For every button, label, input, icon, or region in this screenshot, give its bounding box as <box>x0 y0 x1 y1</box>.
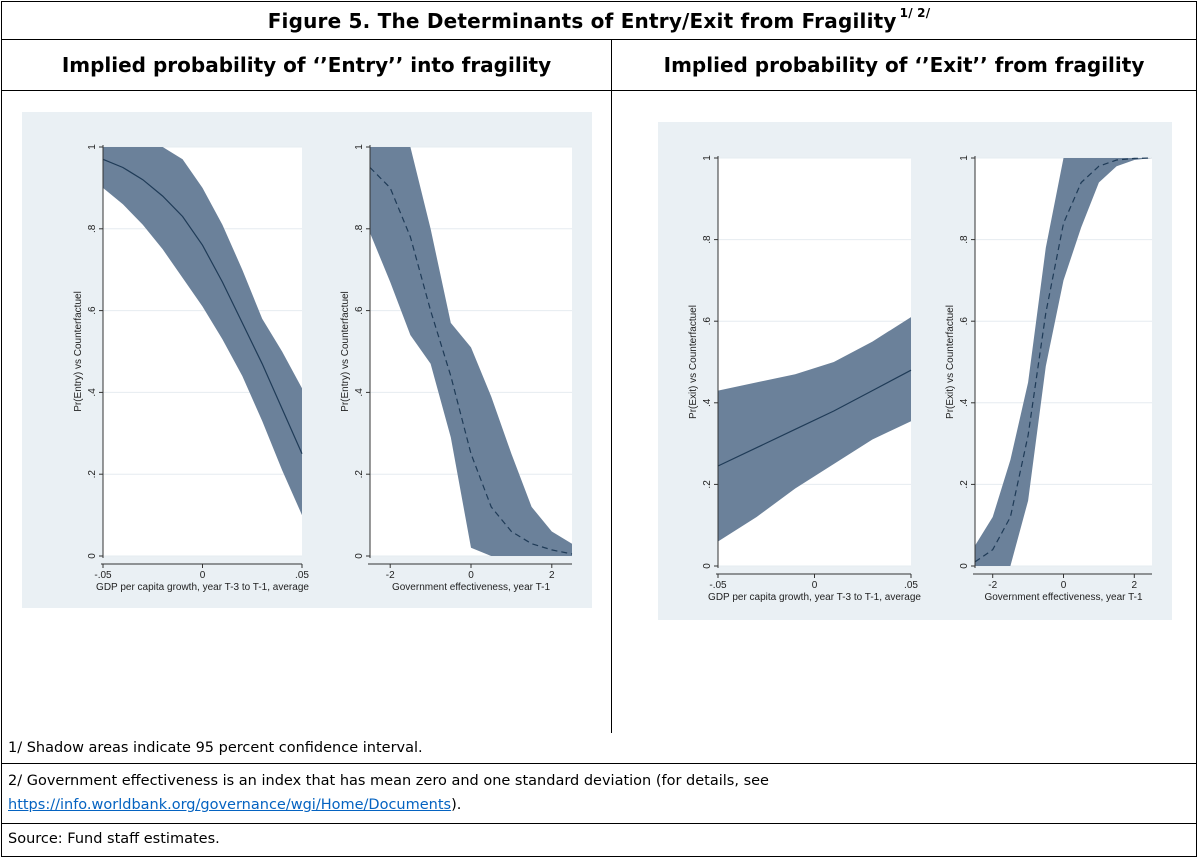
entry-panel: 0 .2 .4 .6 .8 1 -.05 0 .05 GDP per capita growth,… <box>2 91 612 733</box>
y-tick-label: .6 <box>702 317 713 326</box>
x-tick-label: 0 <box>1061 580 1067 591</box>
y-tick-label: 0 <box>354 553 365 559</box>
y-axis-title: Pr(Entry) vs Counterfactuel <box>73 291 84 412</box>
x-tick-label: -2 <box>988 580 997 591</box>
y-tick-label: .6 <box>87 306 98 315</box>
y-tick-label: .4 <box>702 398 713 407</box>
estimate-line <box>717 369 912 467</box>
y-tick-label: .4 <box>354 388 365 397</box>
footnote-2-text: 2/ Government effectiveness is an index … <box>8 773 769 789</box>
y-tick-label: .2 <box>354 470 365 479</box>
x-tick-label: 2 <box>549 570 555 581</box>
y-tick-label: .6 <box>959 317 970 326</box>
y-tick-label: .2 <box>959 480 970 489</box>
y-axis-title: Pr(Exit) vs Counterfactuel <box>945 305 956 419</box>
x-axis-title: Government effectiveness, year T-1 <box>392 582 550 593</box>
footnotes: 1/ Shadow areas indicate 95 percent conf… <box>2 733 1196 855</box>
y-tick-label: .6 <box>354 306 365 315</box>
source-note: Source: Fund staff estimates. <box>8 831 220 847</box>
y-tick-label: .2 <box>87 470 98 479</box>
x-tick-label: -.05 <box>94 570 112 581</box>
y-axis-title: Pr(Entry) vs Counterfactuel <box>340 291 351 412</box>
x-tick-label: -.05 <box>709 580 727 591</box>
x-axis-title: Government effectiveness, year T-1 <box>984 592 1142 603</box>
y-tick-label: .8 <box>87 224 98 233</box>
y-tick-label: 0 <box>702 563 713 569</box>
exit-panel: 0 .2 .4 .6 .8 1 -.05 0 .05 GDP per capita growth,… <box>612 91 1196 733</box>
y-tick-label: .4 <box>87 388 98 397</box>
y-tick-label: 0 <box>959 563 970 569</box>
x-tick-label: 0 <box>200 570 206 581</box>
confidence-band <box>370 147 572 556</box>
worldbank-wgi-link[interactable]: https://info.worldbank.org/governance/wg… <box>8 797 452 813</box>
confidence-band <box>718 317 911 542</box>
y-tick-label: .4 <box>959 398 970 407</box>
figure-title: Figure 5. The Determinants of Entry/Exit… <box>2 2 1196 40</box>
confidence-band <box>103 147 302 516</box>
y-tick-label: .2 <box>702 480 713 489</box>
confidence-band <box>975 158 1152 566</box>
figure-title-text: Figure 5. The Determinants of Entry/Exit… <box>267 8 897 33</box>
x-tick-label: .05 <box>904 580 918 591</box>
x-tick-label: 0 <box>468 570 474 581</box>
y-tick-label: 1 <box>354 144 365 150</box>
entry-panel-header: Implied probability of ‘’Entry’’ into fr… <box>2 40 612 91</box>
y-axis-title: Pr(Exit) vs Counterfactuel <box>688 305 699 419</box>
y-tick-label: .8 <box>354 224 365 233</box>
y-tick-label: 0 <box>87 553 98 559</box>
figure-title-footnote-markers: 1/ 2/ <box>899 5 931 20</box>
exit-chart-area: 0 .2 .4 .6 .8 1 -.05 0 .05 GDP per capita growth,… <box>658 122 1172 620</box>
y-tick-label: 1 <box>87 144 98 150</box>
y-tick-label: 1 <box>702 155 713 161</box>
x-tick-label: .05 <box>295 570 309 581</box>
x-axis-title: GDP per capita growth, year T-3 to T-1, … <box>96 582 309 593</box>
y-tick-label: .8 <box>959 235 970 244</box>
y-tick-label: 1 <box>959 155 970 161</box>
exit-panel-header: Implied probability of ‘’Exit’’ from fra… <box>612 40 1196 91</box>
entry-chart-area: 0 .2 .4 .6 .8 1 -.05 0 .05 GDP per capita growth,… <box>22 112 592 608</box>
footnote-1: 1/ Shadow areas indicate 95 percent conf… <box>2 733 1196 764</box>
y-tick-label: .8 <box>702 235 713 244</box>
x-tick-label: 0 <box>812 580 818 591</box>
estimate-line <box>102 158 303 455</box>
estimate-line <box>369 167 573 555</box>
footnote-2-end: ). <box>451 797 462 813</box>
estimate-line <box>974 157 1153 563</box>
x-tick-label: 2 <box>1132 580 1138 591</box>
x-tick-label: -2 <box>386 570 395 581</box>
footnote-2: 2/ Government effectiveness is an index … <box>2 764 1196 824</box>
x-axis-title: GDP per capita growth, year T-3 to T-1, … <box>708 592 921 603</box>
